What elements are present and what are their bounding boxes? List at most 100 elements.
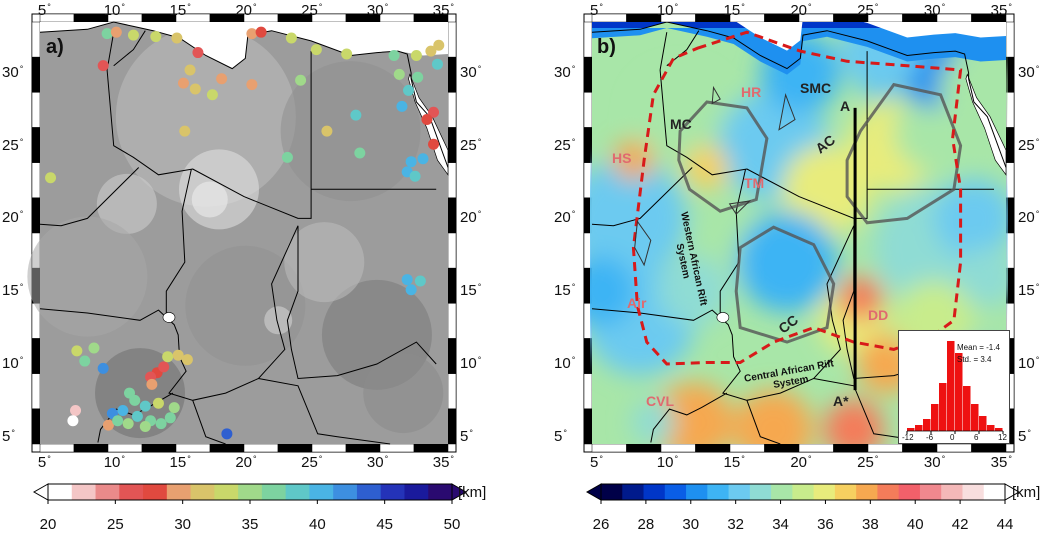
station-26	[410, 49, 422, 61]
lon-tick-label: 10°	[656, 454, 679, 471]
map-b[interactable]	[0, 0, 1054, 480]
map-a[interactable]	[0, 0, 520, 480]
lon-tick-label: 30°	[366, 2, 389, 19]
colorbar-swatch	[877, 484, 900, 500]
station-30	[412, 71, 424, 83]
histogram-std: Std. = 3.4	[957, 355, 992, 364]
colorbar-swatch	[166, 484, 192, 500]
station-27	[425, 45, 437, 57]
station-37	[417, 153, 429, 165]
colorbar-tick-label: 36	[817, 516, 834, 533]
lat-tick-label: 20°	[460, 209, 482, 227]
colorbar-swatch	[834, 484, 857, 500]
station-36	[428, 138, 440, 150]
station-61	[117, 405, 129, 417]
colorbar-swatch	[71, 484, 97, 500]
residual-histogram: Mean = -1.4 Std. = 3.4 -12 -6 0 6 12	[898, 330, 1010, 444]
lon-tick-label: 10°	[103, 454, 125, 471]
panel-a: a) 5° 5° 10° 10° 15° 15° 20° 20° 25° 25° 30° 30° 35°…	[0, 0, 520, 544]
lon-tick-label: 25°	[857, 454, 879, 471]
station-56	[129, 394, 141, 406]
lat-tick-label: 20°	[1018, 209, 1040, 227]
colorbar-swatch	[664, 484, 687, 500]
region-ac: AC	[812, 131, 839, 157]
lon-tick-label: 15°	[723, 454, 745, 471]
station-19	[350, 109, 362, 121]
region-mc: MC	[670, 116, 692, 132]
histogram-bar	[963, 386, 971, 431]
colorbar-tick-label: 25	[106, 516, 124, 533]
profile-start-label: A	[840, 98, 851, 114]
lat-tick-label: 20°	[554, 209, 576, 227]
lat-tick-label: 15°	[2, 282, 24, 300]
colorbar-tick-label: 26	[592, 516, 610, 533]
station-29	[431, 58, 443, 70]
histogram-bar	[955, 353, 963, 431]
lat-tick-label: 15°	[1018, 282, 1040, 300]
colorbar-swatch	[214, 484, 239, 500]
station-28	[433, 39, 445, 51]
lon-tick-label: 30°	[923, 454, 946, 471]
lat-tick-label: 10°	[1018, 354, 1040, 372]
colorbar-tick-label: 42	[951, 516, 969, 533]
station-15	[246, 79, 258, 91]
station-72	[221, 428, 233, 440]
lon-tick-label: 35°	[990, 454, 1012, 471]
station-59	[168, 402, 180, 414]
histogram-bar	[987, 425, 995, 431]
station-7	[285, 32, 297, 44]
topography-a	[27, 21, 449, 445]
colorbar-swatch	[962, 484, 985, 500]
histogram-tick-label: -6	[926, 433, 934, 442]
colorbar-a-unit: [km]	[458, 484, 487, 501]
central-rift-label: Central African Rift System	[743, 358, 835, 391]
lat-tick-label: 25°	[1018, 136, 1040, 154]
colorbar-swatch	[380, 484, 405, 500]
histogram-bar	[923, 419, 931, 431]
histogram-bar	[947, 341, 955, 431]
colorbar-swatch	[749, 484, 772, 500]
lon-tick-label: 30°	[366, 454, 389, 471]
station-70	[70, 405, 82, 417]
colorbar-swatch	[238, 484, 263, 500]
lat-tick-label: 30°	[554, 63, 576, 81]
lon-tick-label: 30°	[923, 2, 946, 19]
region-cvl: CVL	[646, 393, 674, 409]
station-35	[421, 113, 433, 125]
lon-tick-label: 20°	[235, 2, 257, 19]
colorbar-tick-label: 44	[996, 516, 1014, 533]
colorbar-tick-label: 38	[861, 516, 879, 533]
lon-tick-label: 10°	[103, 2, 125, 19]
station-12	[177, 77, 189, 89]
colorbar-tick-label: 30	[174, 516, 191, 533]
lat-tick-label: 5°	[1018, 427, 1031, 445]
station-71	[67, 415, 79, 427]
lon-tick-label: 20°	[235, 454, 257, 471]
lon-tick-label: 25°	[301, 454, 323, 471]
station-62	[131, 410, 143, 422]
colorbar-swatch	[333, 484, 358, 500]
station-9	[192, 47, 204, 59]
lon-tick-label: 15°	[723, 2, 745, 19]
station-17	[310, 44, 322, 56]
lon-tick-label: 35°	[990, 2, 1012, 19]
station-25	[388, 49, 400, 61]
region-air: Air	[627, 295, 647, 311]
station-4	[171, 32, 183, 44]
lat-tick-label: 5°	[2, 427, 15, 445]
station-43	[405, 284, 417, 296]
histogram-bar	[979, 416, 987, 431]
histogram-tick-label: 6	[974, 433, 979, 442]
station-65	[112, 415, 124, 427]
station-46	[79, 355, 91, 367]
lat-tick-label: 30°	[460, 63, 482, 81]
colorbar-swatch	[771, 484, 793, 500]
station-67	[139, 421, 151, 433]
lat-tick-label: 10°	[460, 354, 482, 372]
station-45	[88, 342, 100, 354]
station-22	[281, 151, 293, 163]
lat-tick-label: 25°	[554, 136, 576, 154]
histogram-mean: Mean = -1.4	[957, 343, 1000, 352]
western-rift-label: Western African Rift System	[673, 210, 709, 307]
colorbar-swatch	[983, 484, 1006, 500]
